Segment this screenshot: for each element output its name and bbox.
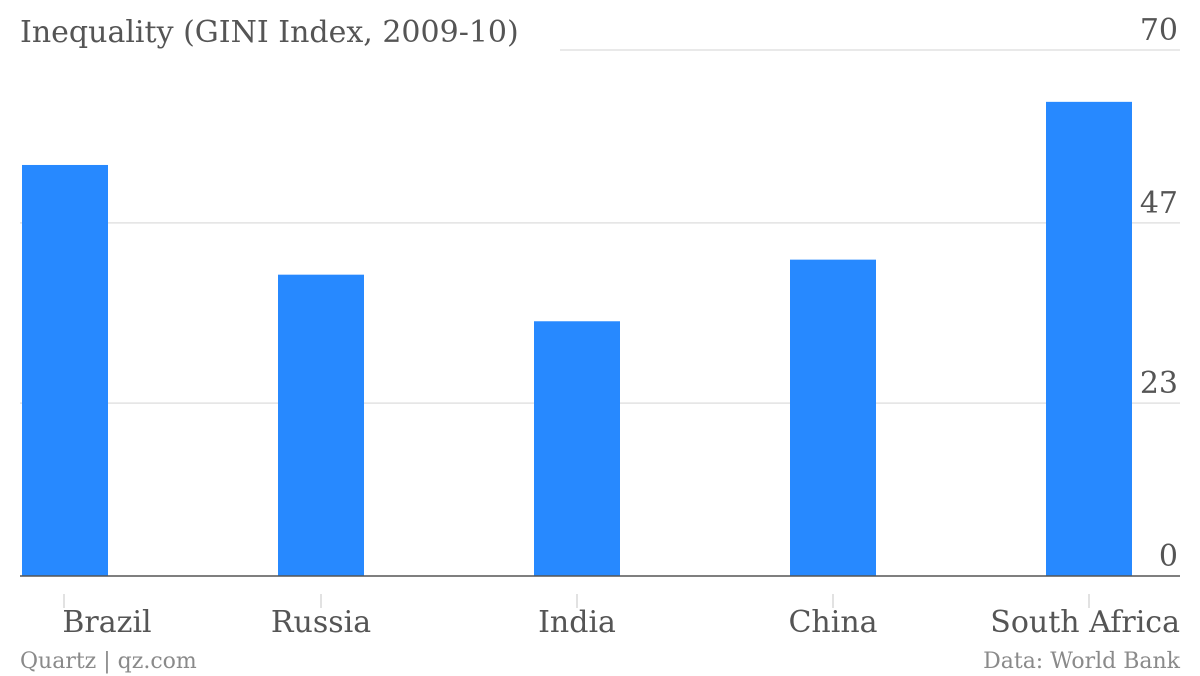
bar-india <box>534 321 620 576</box>
bar-brazil <box>22 164 108 576</box>
category-label: India <box>538 605 616 640</box>
category-label: Brazil <box>62 605 151 640</box>
bars <box>22 101 1132 576</box>
data-source: Data: World Bank <box>983 649 1181 674</box>
category-label: South Africa <box>990 605 1180 640</box>
bar-russia <box>278 274 364 576</box>
bar-south-africa <box>1046 101 1132 576</box>
category-label: Russia <box>271 605 371 640</box>
x-ticks <box>63 594 1090 608</box>
chart-title: Inequality (GINI Index, 2009-10) <box>20 15 519 50</box>
bar-china <box>790 259 876 576</box>
y-tick-label: 0 <box>1159 539 1178 574</box>
y-tick-labels: 0 23 47 70 <box>1140 13 1178 574</box>
y-tick-label: 47 <box>1140 186 1178 221</box>
y-tick-label: 23 <box>1140 366 1178 401</box>
y-tick-label: 70 <box>1140 13 1178 48</box>
source-credit: Quartz | qz.com <box>20 649 197 674</box>
category-labels: Brazil Russia India China South Africa <box>62 605 1180 640</box>
category-label: China <box>788 605 877 640</box>
